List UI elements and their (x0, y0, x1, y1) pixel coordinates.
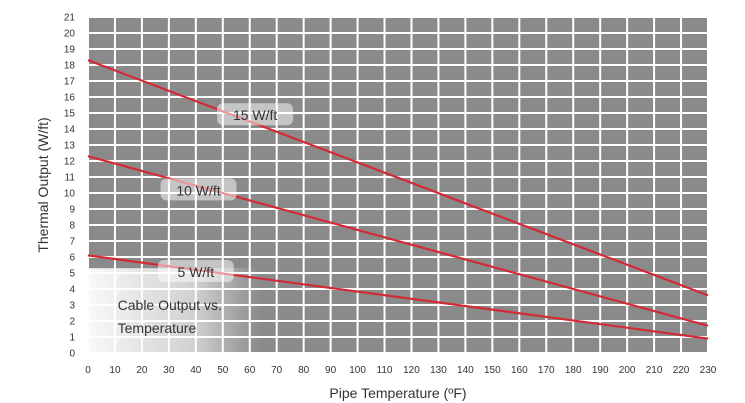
x-tick-label: 40 (190, 365, 202, 376)
series-line (87, 59, 709, 297)
x-tick-label: 70 (271, 365, 283, 376)
y-tick-label: 7 (69, 237, 75, 248)
y-tick-label: 18 (64, 61, 76, 72)
y-tick-label: 6 (69, 253, 75, 264)
y-tick-label: 5 (69, 269, 75, 280)
x-tick-label: 160 (511, 365, 528, 376)
series-labels: 15 W/ft 10 W/ft 5 W/ft (176, 107, 277, 280)
y-tick-label: 19 (64, 45, 76, 56)
y-tick-label: 15 (64, 109, 76, 120)
x-tick-label: 110 (377, 365, 393, 376)
x-tick-label: 170 (538, 365, 555, 376)
x-tick-label: 90 (325, 365, 337, 376)
caption-fade (88, 268, 261, 353)
series-label: 5 W/ft (178, 264, 215, 280)
y-tick-label: 11 (65, 173, 76, 184)
y-tick-label: 20 (64, 29, 76, 40)
y-tick-label: 12 (64, 157, 76, 168)
x-tick-label: 50 (217, 365, 229, 376)
x-tick-label: 190 (592, 365, 609, 376)
chart-title-line-1: Cable Output vs. (118, 297, 222, 313)
x-tick-label: 210 (646, 365, 663, 376)
series-label-background (160, 178, 237, 201)
x-tick-label: 80 (298, 365, 310, 376)
y-tick-label: 9 (69, 205, 75, 216)
y-tick-label: 13 (64, 141, 76, 152)
y-tick-label: 16 (64, 93, 76, 104)
x-tick-label: 200 (619, 365, 636, 376)
y-tick-label: 1 (69, 333, 75, 344)
y-tick-label: 10 (64, 189, 76, 200)
x-tick-label: 220 (673, 365, 690, 376)
x-tick-label: 20 (136, 365, 148, 376)
y-tick-label: 17 (64, 77, 76, 88)
series-label: 10 W/ft (176, 182, 220, 198)
y-tick-label: 14 (64, 125, 76, 136)
y-tick-label: 2 (69, 317, 75, 328)
series-label-background (157, 260, 234, 282)
series-label-backgrounds (157, 103, 294, 282)
y-tick-label: 3 (69, 301, 75, 312)
series-label: 15 W/ft (233, 107, 277, 123)
y-tick-label: 8 (69, 221, 75, 232)
chart-title-line-2: Temperature (118, 320, 197, 336)
y-tick-label: 4 (69, 285, 75, 296)
y-axis-title: Thermal Output (W/ft) (35, 117, 51, 252)
series-label-background (217, 103, 294, 126)
x-tick-label: 0 (85, 365, 91, 376)
x-tick-labels: 0 10 20 30 40 50 60 70 80 90 100 110 120 130 140 150 160… (85, 365, 717, 376)
x-tick-label: 230 (700, 365, 717, 376)
y-tick-label: 0 (69, 349, 75, 360)
x-tick-label: 10 (109, 365, 121, 376)
x-tick-label: 150 (484, 365, 501, 376)
x-tick-label: 140 (457, 365, 474, 376)
x-tick-label: 30 (163, 365, 175, 376)
x-tick-label: 120 (403, 365, 420, 376)
x-tick-label: 180 (565, 365, 582, 376)
x-tick-label: 100 (349, 365, 366, 376)
x-axis-title: Pipe Temperature (ºF) (329, 385, 466, 401)
x-tick-label: 130 (430, 365, 447, 376)
y-tick-label: 21 (64, 13, 76, 24)
x-tick-label: 60 (244, 365, 256, 376)
